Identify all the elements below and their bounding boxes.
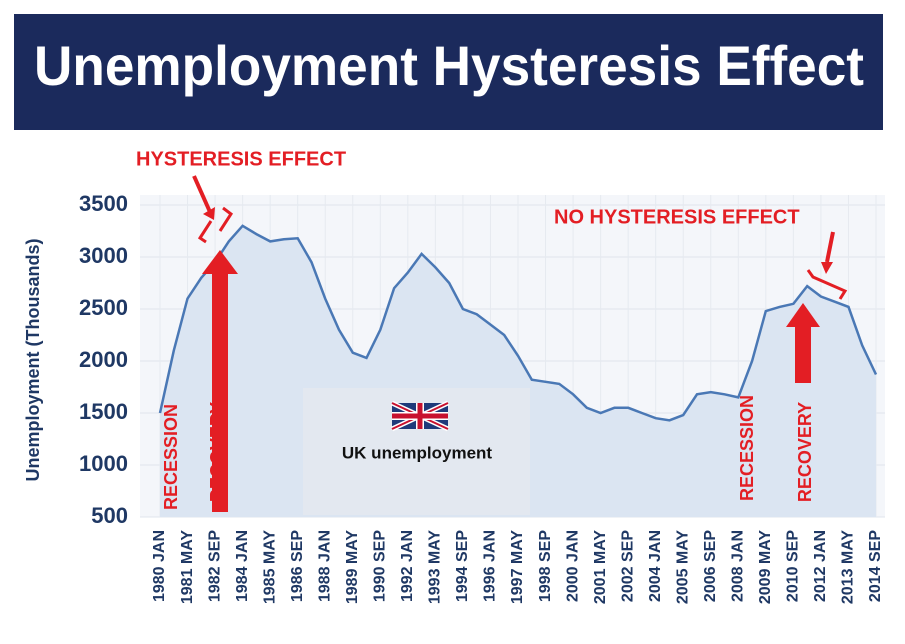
x-tick-label: 2012 JAN	[812, 530, 829, 602]
x-tick-label: 2008 JAN	[730, 530, 747, 602]
x-tick-label: 1986 SEP	[289, 530, 306, 602]
y-tick-label: 3500	[79, 191, 128, 216]
x-tick-label: 1988 JAN	[316, 530, 333, 602]
x-tick-label: 1980 JAN	[151, 530, 168, 602]
x-tick-label: 1981 MAY	[179, 530, 196, 604]
y-tick-label: 2500	[79, 295, 128, 320]
annotation: NO HYSTERESIS EFFECT	[554, 206, 800, 228]
annotation: RECESSION	[161, 404, 181, 510]
annotation-shapes	[192, 175, 848, 512]
x-tick-label: 1985 MAY	[261, 530, 278, 604]
x-tick-label: 1982 SEP	[206, 530, 223, 602]
uk-flag	[390, 400, 450, 432]
x-tick-label: 2014 SEP	[867, 530, 884, 602]
title-banner	[14, 14, 883, 130]
x-tick-label: 1998 SEP	[537, 530, 554, 602]
y-tick-label: 1500	[79, 399, 128, 424]
x-tick-label: 2009 MAY	[757, 530, 774, 604]
annotation: RECOVERY	[207, 402, 227, 502]
x-tick-label: 2013 MAY	[840, 530, 857, 604]
x-tick-label: 2004 JAN	[647, 530, 664, 602]
x-tick-label: 2010 SEP	[785, 530, 802, 602]
x-tick-label: 1992 JAN	[399, 530, 416, 602]
annotations: HYSTERESIS EFFECT NO HYSTERESIS EFFECT REC…	[136, 148, 815, 510]
annotation: RECOVERY	[795, 402, 815, 502]
x-tick-label: 1997 MAY	[509, 530, 526, 604]
y-tick-label: 3000	[79, 243, 128, 268]
x-tick-label: 1996 JAN	[482, 530, 499, 602]
annotation: HYSTERESIS EFFECT	[136, 148, 346, 170]
line	[158, 224, 878, 422]
x-tick-label: 1989 MAY	[344, 530, 361, 604]
annotation: RECESSION	[737, 395, 757, 501]
y-tick-label: 500	[91, 503, 128, 528]
x-tick-label: 2000 JAN	[564, 530, 581, 602]
flag-box	[303, 388, 530, 515]
x-tick-label: 1990 SEP	[372, 530, 389, 602]
x-tick-label: 1994 SEP	[454, 530, 471, 602]
y-tick-label: 2000	[79, 347, 128, 372]
x-tick-label: 2001 MAY	[592, 530, 609, 604]
y-tick-label: 1000	[79, 451, 128, 476]
x-tick-label: 1993 MAY	[427, 530, 444, 604]
x-tick-label: 2002 SEP	[619, 530, 636, 602]
x-tick-label: 2005 MAY	[674, 530, 691, 604]
x-tick-label: 1984 JAN	[234, 530, 251, 602]
y-axis-label: Unemployment (Thousands)	[23, 238, 43, 481]
legend-label: UK unemployment	[342, 443, 493, 462]
x-tick-label: 2006 SEP	[702, 530, 719, 602]
chart-title: Unemployment Hysteresis Effect	[34, 34, 864, 97]
